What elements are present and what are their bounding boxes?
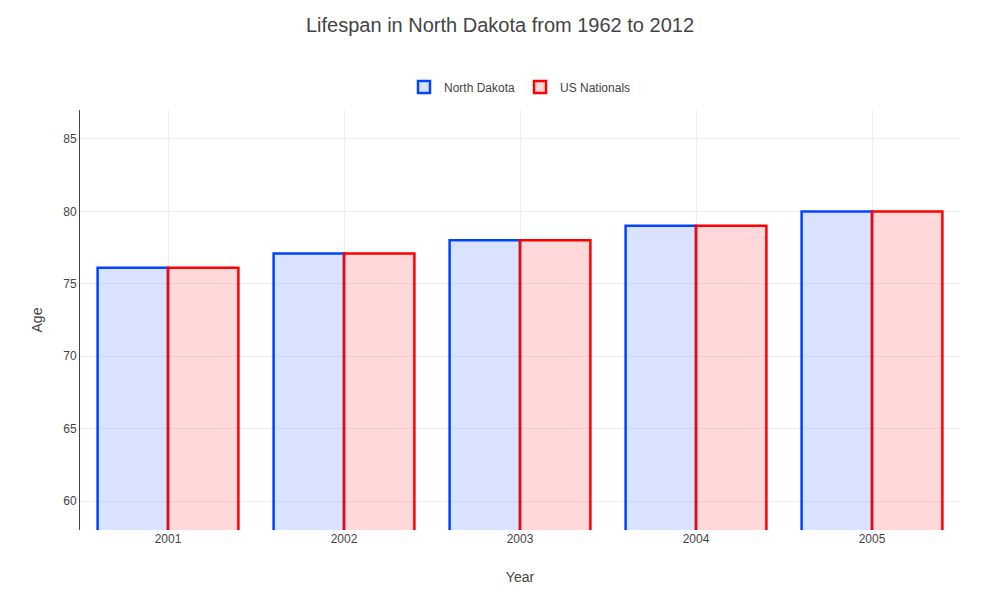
svg-text:65: 65 xyxy=(63,422,77,436)
svg-text:75: 75 xyxy=(63,277,77,291)
svg-text:Age: Age xyxy=(29,307,45,332)
svg-text:85: 85 xyxy=(63,132,77,146)
svg-text:80: 80 xyxy=(63,205,77,219)
svg-text:70: 70 xyxy=(63,349,77,363)
svg-text:North Dakota: North Dakota xyxy=(444,81,515,95)
svg-text:2004: 2004 xyxy=(683,532,710,546)
svg-text:2002: 2002 xyxy=(331,532,358,546)
svg-text:2001: 2001 xyxy=(155,532,182,546)
svg-text:Year: Year xyxy=(506,569,535,585)
svg-text:60: 60 xyxy=(63,494,77,508)
svg-text:2003: 2003 xyxy=(507,532,534,546)
svg-text:Lifespan in North Dakota from: Lifespan in North Dakota from 1962 to 20… xyxy=(306,14,694,36)
svg-text:2005: 2005 xyxy=(859,532,886,546)
svg-text:US Nationals: US Nationals xyxy=(560,81,630,95)
